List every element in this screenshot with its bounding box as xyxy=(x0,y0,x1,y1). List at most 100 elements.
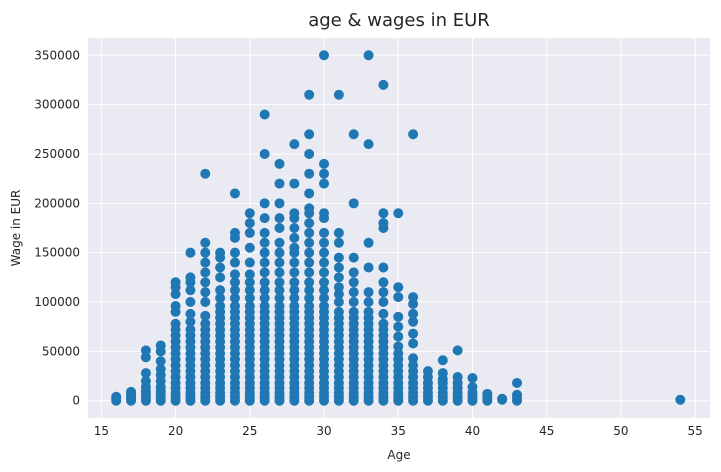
data-point xyxy=(185,272,196,283)
data-point xyxy=(304,89,315,100)
data-point xyxy=(393,331,404,342)
data-point xyxy=(497,393,508,404)
data-point xyxy=(378,277,389,288)
data-point xyxy=(467,381,478,392)
data-point xyxy=(200,310,211,321)
data-point xyxy=(244,285,255,296)
data-point xyxy=(215,262,226,273)
data-point xyxy=(333,282,344,293)
data-point xyxy=(467,373,478,384)
y-tick-label: 250000 xyxy=(34,147,80,161)
data-point xyxy=(378,318,389,329)
data-point xyxy=(185,297,196,308)
data-point xyxy=(244,242,255,253)
data-point xyxy=(363,297,374,308)
data-point xyxy=(200,247,211,258)
data-point xyxy=(675,394,686,405)
data-point xyxy=(259,257,270,268)
data-point xyxy=(140,345,151,356)
data-point xyxy=(274,158,285,169)
data-point xyxy=(229,285,240,296)
data-point xyxy=(215,272,226,283)
data-point xyxy=(512,389,523,400)
data-point xyxy=(378,79,389,90)
data-point xyxy=(319,158,330,169)
data-point xyxy=(200,257,211,268)
data-point xyxy=(378,287,389,298)
data-point xyxy=(363,262,374,273)
data-point xyxy=(244,227,255,238)
data-point xyxy=(274,213,285,224)
data-point xyxy=(289,178,300,189)
y-tick-label: 100000 xyxy=(34,295,80,309)
data-point xyxy=(333,262,344,273)
data-point xyxy=(185,308,196,319)
data-point xyxy=(274,237,285,248)
data-point xyxy=(229,293,240,304)
data-point xyxy=(200,297,211,308)
data-point xyxy=(274,267,285,278)
data-point xyxy=(289,242,300,253)
data-point xyxy=(289,285,300,296)
data-point xyxy=(229,247,240,258)
data-points xyxy=(111,50,686,406)
data-point xyxy=(363,306,374,317)
data-point xyxy=(289,257,300,268)
x-tick-label: 35 xyxy=(391,424,406,438)
x-tick-label: 40 xyxy=(465,424,480,438)
data-point xyxy=(319,168,330,179)
data-point xyxy=(304,267,315,278)
data-point xyxy=(229,277,240,288)
data-point xyxy=(393,292,404,303)
data-point xyxy=(229,257,240,268)
data-point xyxy=(408,308,419,319)
data-point xyxy=(304,148,315,159)
data-point xyxy=(408,299,419,309)
x-tick-label: 50 xyxy=(613,424,628,438)
data-point xyxy=(170,318,181,329)
data-point xyxy=(333,306,344,317)
data-point xyxy=(422,366,433,377)
data-point xyxy=(259,198,270,209)
data-point xyxy=(393,282,404,293)
data-point xyxy=(408,316,419,327)
data-point xyxy=(259,109,270,120)
data-point xyxy=(319,267,330,278)
data-point xyxy=(244,277,255,288)
data-point xyxy=(378,262,389,273)
y-tick-label: 0 xyxy=(72,394,80,408)
data-point xyxy=(155,356,166,367)
data-point xyxy=(319,178,330,189)
data-point xyxy=(289,277,300,288)
data-point xyxy=(200,277,211,288)
data-point xyxy=(319,293,330,304)
x-axis-ticks: 15 20 25 30 35 40 45 50 55 xyxy=(94,424,703,438)
data-point xyxy=(244,208,255,219)
data-point xyxy=(289,267,300,278)
data-point xyxy=(333,227,344,238)
data-point xyxy=(140,368,151,379)
data-point xyxy=(229,300,240,311)
data-point xyxy=(348,252,359,263)
data-point xyxy=(155,340,166,351)
data-point xyxy=(304,285,315,296)
data-point xyxy=(363,50,374,61)
data-point xyxy=(452,372,463,383)
data-point xyxy=(363,237,374,248)
data-point xyxy=(408,353,419,364)
x-axis-label: Age xyxy=(387,448,410,462)
data-point xyxy=(319,237,330,248)
data-point xyxy=(304,257,315,268)
data-point xyxy=(378,297,389,308)
data-point xyxy=(200,318,211,329)
data-point xyxy=(378,218,389,229)
data-point xyxy=(140,352,151,363)
data-point xyxy=(259,148,270,159)
y-axis-label: Wage in EUR xyxy=(9,190,23,267)
data-point xyxy=(393,321,404,332)
data-point xyxy=(215,293,226,304)
data-point xyxy=(200,237,211,248)
data-point xyxy=(319,257,330,268)
